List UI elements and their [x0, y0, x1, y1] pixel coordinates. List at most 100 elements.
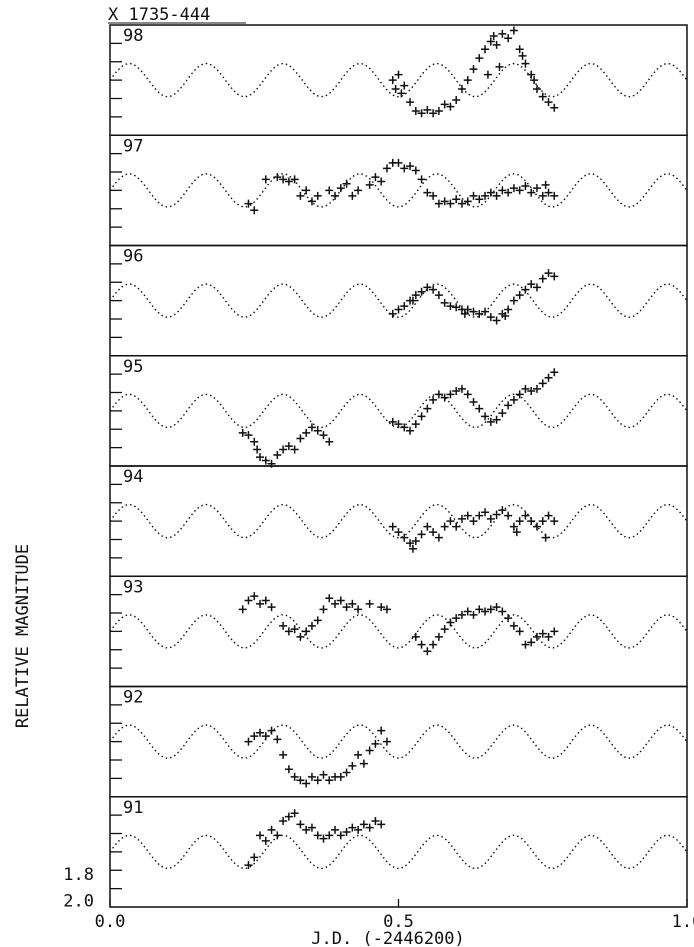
data-point [429, 285, 438, 294]
panels-group: 98 97 96 95 94 93 92 91 [109, 24, 688, 908]
data-point [325, 776, 334, 785]
data-point [417, 175, 426, 184]
data-point [457, 384, 466, 393]
data-point [481, 307, 490, 316]
data-point [532, 522, 541, 531]
data-point [336, 831, 345, 840]
data-point [460, 309, 469, 318]
data-point [365, 599, 374, 608]
data-point [504, 401, 513, 410]
data-point [452, 614, 461, 623]
data-point [423, 105, 432, 114]
data-point [446, 618, 455, 627]
data-point [348, 191, 357, 200]
data-point [544, 632, 553, 641]
data-point [417, 530, 426, 539]
data-point [261, 175, 270, 184]
data-point [394, 528, 403, 537]
data-point [417, 109, 426, 118]
data-point [469, 517, 478, 526]
data-point [244, 737, 253, 746]
data-point [492, 316, 501, 325]
data-point [244, 431, 253, 440]
data-point [504, 614, 513, 623]
data-point [434, 390, 443, 399]
data-point [394, 70, 403, 79]
data-point [532, 283, 541, 292]
data-point [532, 84, 541, 93]
model-curve [109, 173, 688, 208]
data-point [544, 511, 553, 520]
data-point [406, 98, 415, 107]
model-curve [109, 614, 688, 649]
y-axis-label: RELATIVE MAGNITUDE [13, 544, 33, 728]
data-point [440, 522, 449, 531]
data-point [267, 825, 276, 834]
data-point [391, 84, 400, 93]
data-point [429, 395, 438, 404]
data-point [527, 638, 536, 647]
data-point [307, 823, 316, 832]
data-point [354, 750, 363, 759]
data-point [238, 605, 247, 614]
data-point [290, 445, 299, 454]
data-point [544, 269, 553, 278]
data-point [515, 627, 524, 636]
data-point [481, 191, 490, 200]
data-point [434, 533, 443, 542]
data-point [313, 831, 322, 840]
model-curve [109, 724, 688, 759]
data-point [489, 32, 498, 41]
data-point [371, 817, 380, 826]
panel-frame [109, 575, 688, 688]
data-point [469, 610, 478, 619]
data-point [446, 390, 455, 399]
data-point [515, 186, 524, 195]
data-point [273, 831, 282, 840]
data-point [400, 164, 409, 173]
data-point [492, 603, 501, 612]
panel-label: 92 [123, 688, 143, 708]
data-point [250, 853, 259, 862]
data-point [394, 305, 403, 314]
panel-97: 97 [109, 134, 688, 247]
data-point [302, 627, 311, 636]
data-point [423, 188, 432, 197]
data-point [371, 173, 380, 182]
data-point [544, 188, 553, 197]
data-point [469, 191, 478, 200]
data-point [481, 45, 490, 54]
data-point [394, 158, 403, 167]
panel-94: 94 [109, 465, 688, 577]
data-point [411, 106, 420, 115]
data-point [538, 274, 547, 283]
data-point [296, 191, 305, 200]
data-point [429, 640, 438, 649]
data-point [348, 761, 357, 770]
data-point [544, 373, 553, 382]
data-point [359, 820, 368, 829]
panel-92: 92 [109, 685, 688, 798]
panel-label: 91 [123, 798, 143, 818]
data-point [336, 772, 345, 781]
panel-frame [109, 355, 688, 467]
data-point [348, 599, 357, 608]
data-point [284, 442, 293, 451]
x-tick-label: 0.0 [95, 912, 126, 932]
y-tick-label: 2.0 [63, 891, 94, 911]
x-tick-label: 0.5 [383, 912, 414, 932]
data-point [400, 81, 409, 90]
data-point [290, 175, 299, 184]
data-point [423, 522, 432, 531]
data-point [319, 605, 328, 614]
data-point [469, 65, 478, 74]
data-point [256, 728, 265, 737]
data-point [377, 177, 386, 186]
data-point [267, 603, 276, 612]
data-point [256, 831, 265, 840]
data-point [538, 379, 547, 388]
model-curve [109, 283, 688, 318]
data-point [382, 605, 391, 614]
data-point [406, 539, 415, 548]
data-point [408, 544, 417, 553]
